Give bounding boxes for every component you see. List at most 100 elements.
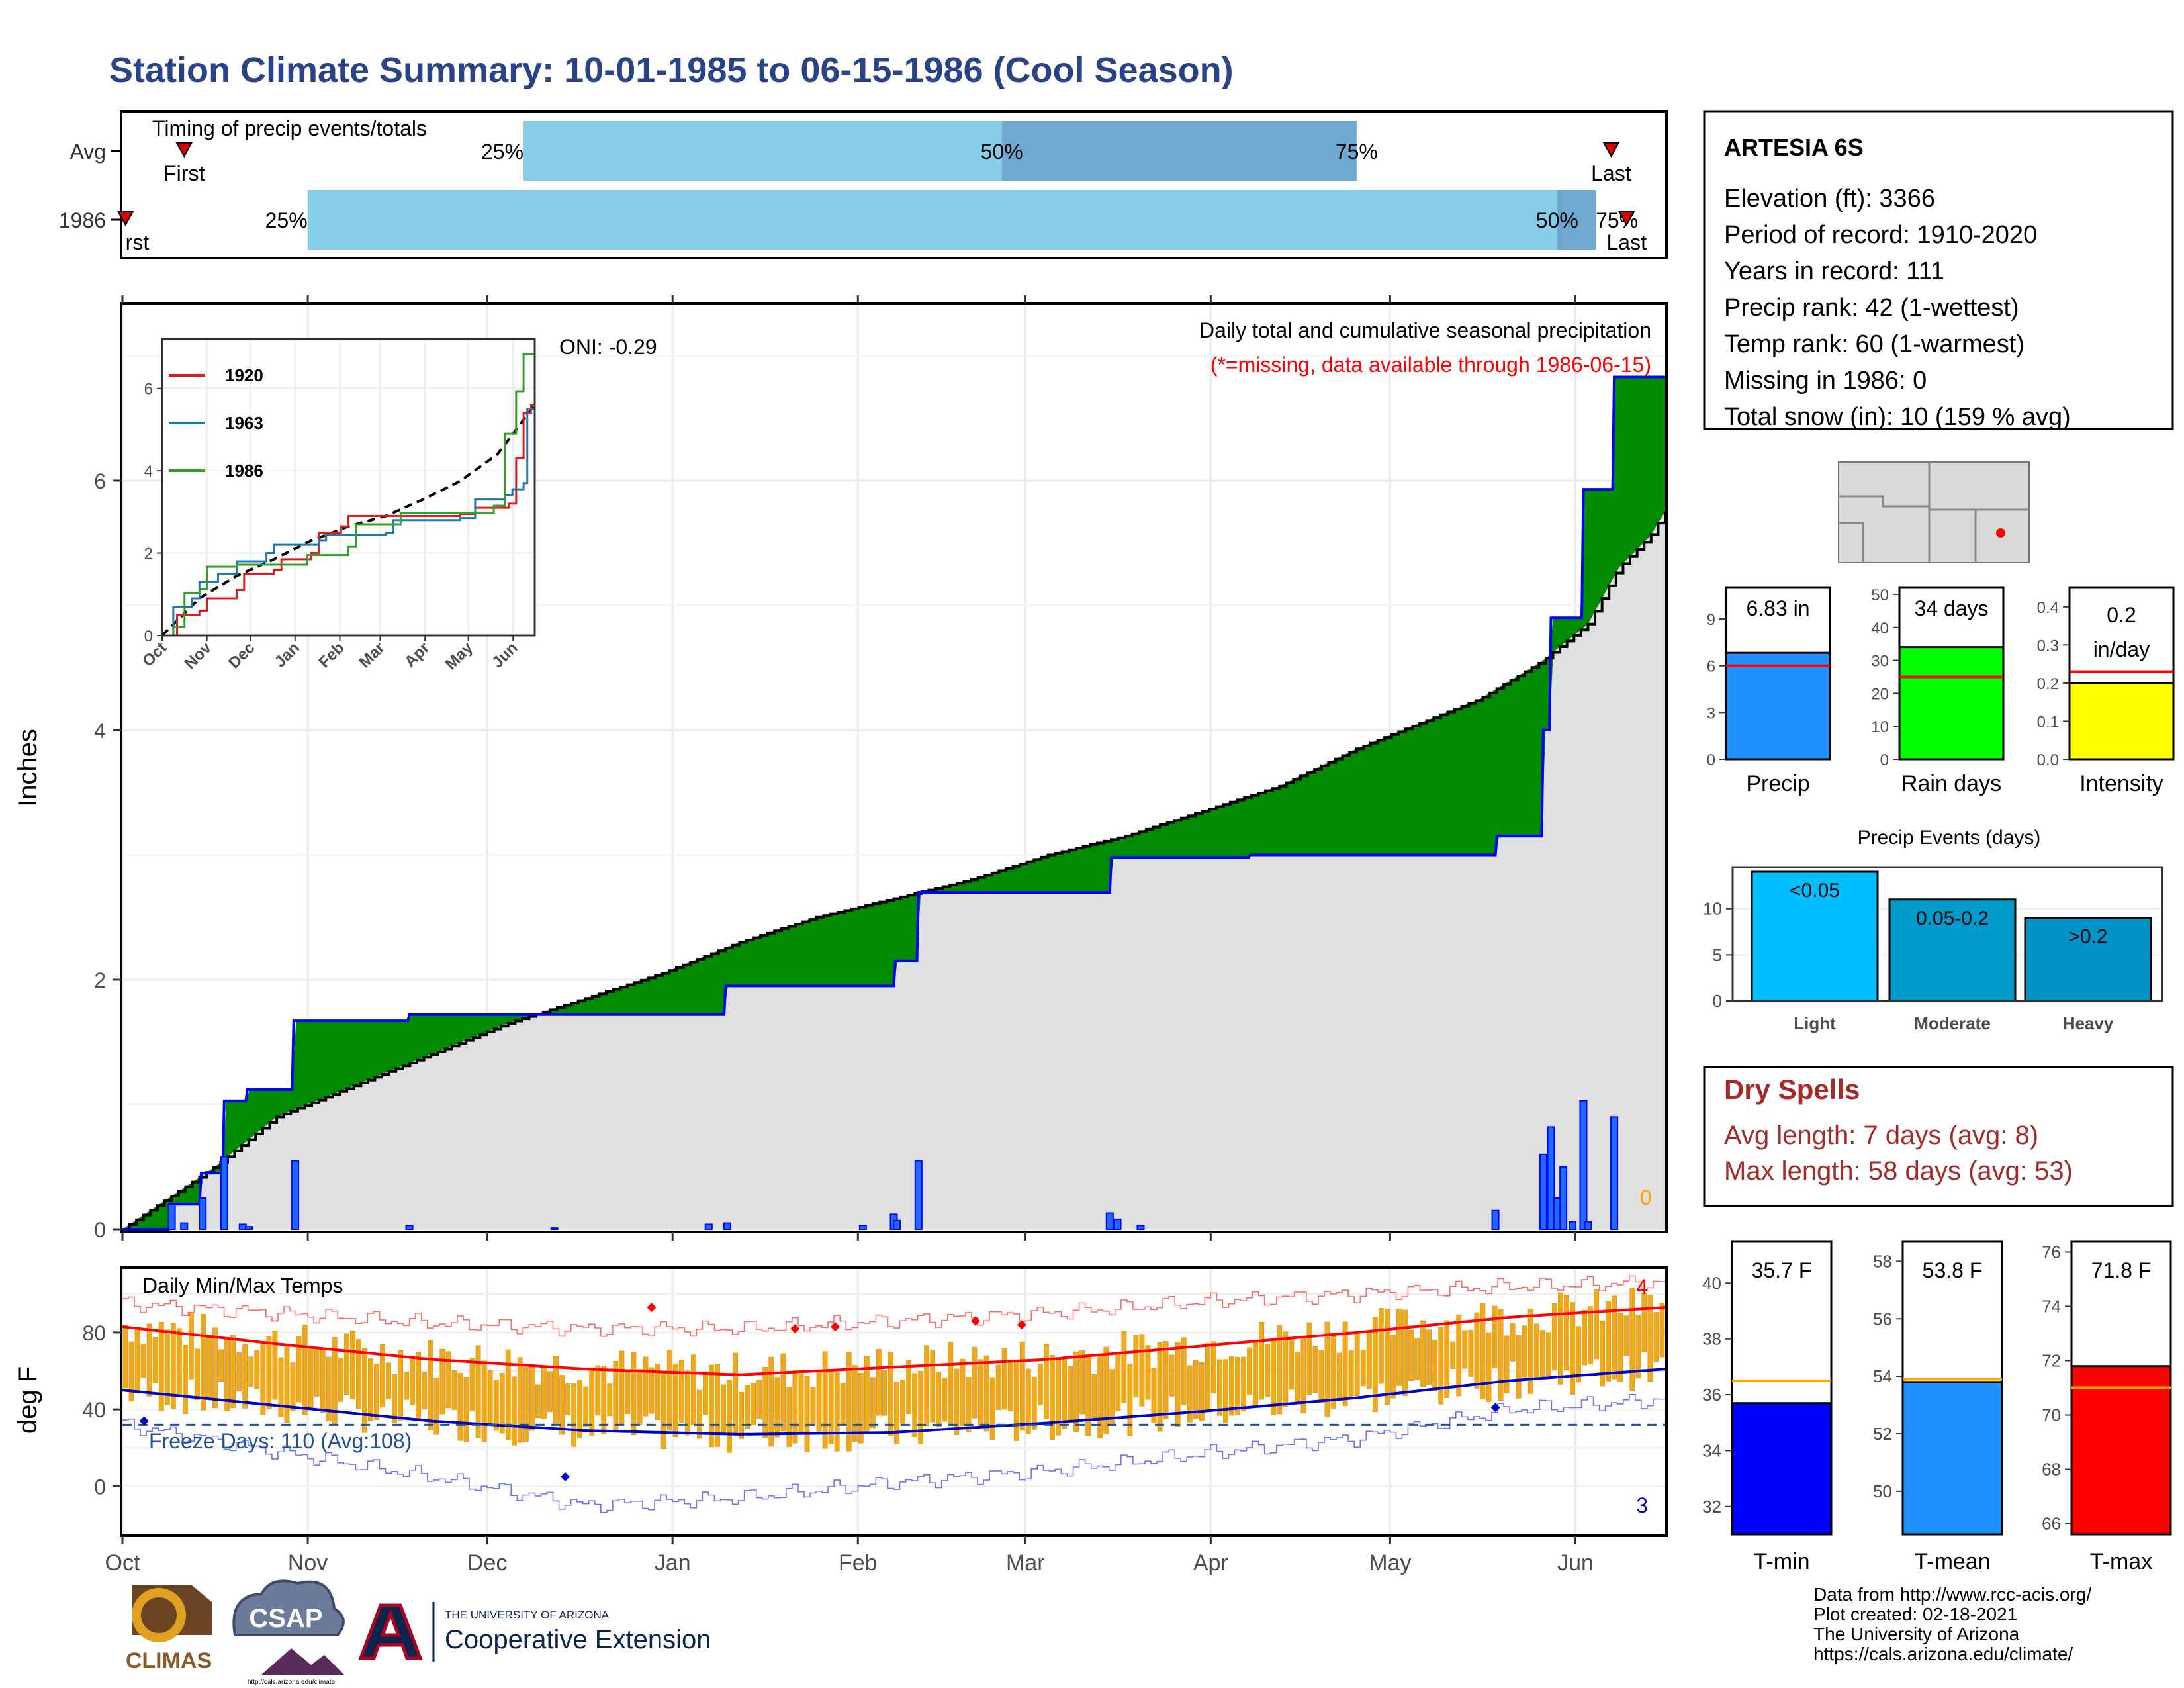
daily-temp-range-bar: [1133, 1335, 1139, 1398]
daily-temp-range-bar: [1163, 1341, 1169, 1419]
daily-temp-range-bar: [709, 1364, 714, 1448]
station-info-line: Years in record: 111: [1724, 258, 1944, 285]
temp-bar-ytick-label: 40: [1702, 1273, 1721, 1293]
csap-cloud: [232, 1579, 345, 1636]
daily-temp-range-bar: [511, 1376, 517, 1446]
daily-temp-range-bar: [1217, 1359, 1222, 1416]
daily-temp-range-bar: [1312, 1346, 1318, 1393]
daily-precip-bar: [1539, 1153, 1547, 1230]
daily-temp-range-bar: [1480, 1303, 1486, 1400]
daily-temp-range-bar: [888, 1352, 893, 1436]
daily-temp-range-bar: [601, 1366, 607, 1434]
daily-temp-range-bar: [1414, 1338, 1420, 1380]
daily-temp-range-bar: [1462, 1330, 1468, 1369]
daily-temp-range-bar: [1121, 1331, 1127, 1403]
daily-temp-range-bar: [164, 1329, 170, 1405]
record-high-marker: [1017, 1320, 1026, 1330]
inset-month-label: May: [442, 639, 477, 674]
daily-temp-range-bar: [122, 1325, 128, 1389]
daily-temp-range-bar: [1091, 1374, 1097, 1421]
precip-ytick-label: 6: [94, 469, 106, 493]
month-label: Nov: [288, 1550, 328, 1575]
summary-bar-value-unit: in/day: [2093, 637, 2150, 661]
summary-bar: [2068, 682, 2175, 761]
daily-temp-range-bar: [1175, 1341, 1181, 1427]
daily-temp-range-bar: [1336, 1352, 1342, 1402]
summary-bar-value: 6.83 in: [1746, 596, 1809, 620]
above-normal-surplus-area: [122, 377, 1665, 1230]
daily-temp-range-bar: [678, 1360, 684, 1423]
temp-ytick-label: 0: [94, 1475, 106, 1499]
daily-temp-range-bar: [201, 1314, 206, 1411]
summary-bar-ytick-label: 0.1: [2037, 713, 2059, 731]
daily-temp-range-bar: [1438, 1327, 1444, 1405]
daily-temp-range-bar: [607, 1383, 613, 1417]
daily-temp-range-bar: [1533, 1323, 1539, 1380]
summary-bar-ytick-label: 50: [1871, 586, 1889, 604]
temp-bar-ytick-label: 70: [2042, 1405, 2061, 1425]
daily-temp-range-bar: [541, 1366, 547, 1419]
daily-temp-range-bar: [1420, 1320, 1426, 1387]
daily-temp-range-bar: [727, 1380, 732, 1453]
daily-temp-range-bar: [577, 1380, 583, 1438]
temp-bar: [1731, 1402, 1833, 1536]
daily-temp-range-bar: [1037, 1364, 1043, 1405]
daily-temp-range-bar: [170, 1323, 176, 1409]
daily-temp-range-bar: [422, 1372, 428, 1409]
daily-temp-range-bar: [1468, 1329, 1474, 1377]
temp-bar-ytick-label: 32: [1702, 1497, 1721, 1517]
timing-q75-label: 75%: [1336, 140, 1378, 164]
daily-precip-bar: [245, 1226, 253, 1231]
daily-temp-range-bar: [1277, 1325, 1283, 1415]
temp-bar: [2070, 1365, 2172, 1536]
daily-temp-range-bar: [1551, 1303, 1557, 1370]
inset-month-label: Feb: [315, 639, 347, 671]
daily-precip-bar: [858, 1225, 867, 1231]
daily-temp-range-bar: [882, 1370, 887, 1416]
summary-bar-label: Rain days: [1901, 771, 2001, 796]
daily-temp-range-bar: [254, 1350, 260, 1389]
temp-bar-ytick-label: 58: [1873, 1251, 1892, 1271]
daily-temp-range-bar: [1181, 1337, 1187, 1405]
timing-q25-label: 25%: [481, 140, 523, 164]
daily-temp-range-bar: [703, 1372, 708, 1415]
daily-temp-range-bar: [1062, 1356, 1067, 1430]
daily-temp-range-bar: [1151, 1368, 1157, 1423]
month-label: Oct: [105, 1550, 140, 1575]
summary-bar-ytick-label: 3: [1707, 704, 1715, 722]
inset-ytick-label: 0: [144, 628, 153, 645]
summary-bar-ytick-label: 0: [1707, 751, 1715, 769]
daily-precip-bar: [405, 1225, 414, 1231]
daily-temp-range-bar: [1456, 1315, 1462, 1397]
daily-precip-bar: [1579, 1100, 1588, 1230]
daily-temp-range-bar: [1306, 1322, 1312, 1395]
daily-temp-range-bar: [780, 1353, 786, 1432]
daily-temp-range-bar: [684, 1370, 690, 1436]
daily-temp-range-bar: [1157, 1342, 1163, 1432]
oni-label: ONI: -0.29: [559, 335, 657, 359]
station-info-line: Period of record: 1910-2020: [1724, 221, 2037, 249]
daily-precip-bar: [893, 1219, 901, 1231]
daily-temp-range-bar: [798, 1373, 804, 1434]
climas-logo: CLIMAS: [126, 1585, 212, 1673]
last-event-marker: [1602, 142, 1620, 158]
daily-temp-range-bar: [152, 1337, 158, 1383]
daily-temp-range-bar: [1504, 1335, 1510, 1393]
daily-temp-range-bar: [1253, 1340, 1259, 1407]
daily-temp-range-bar: [457, 1373, 463, 1441]
inset-legend-label: 1986: [225, 461, 263, 481]
daily-temp-range-bar: [595, 1365, 601, 1416]
daily-temp-range-bar: [1653, 1312, 1659, 1362]
daily-temp-range-bar: [1025, 1368, 1031, 1434]
daily-temp-range-bar: [284, 1344, 290, 1423]
events-category-label: Light: [1794, 1013, 1836, 1033]
daily-temp-range-bar: [1522, 1325, 1527, 1378]
daily-temp-range-bar: [1318, 1350, 1324, 1403]
timing-bar-25-50: [307, 190, 1557, 250]
daily-temp-range-bar: [672, 1363, 678, 1438]
events-bar: [1888, 898, 2017, 1002]
credit-line: Data from http://www.rcc-acis.org/: [1813, 1584, 2091, 1605]
daily-temp-range-bar: [182, 1345, 188, 1414]
daily-temp-range-bar: [374, 1364, 379, 1420]
daily-temp-range-bar: [721, 1384, 726, 1433]
